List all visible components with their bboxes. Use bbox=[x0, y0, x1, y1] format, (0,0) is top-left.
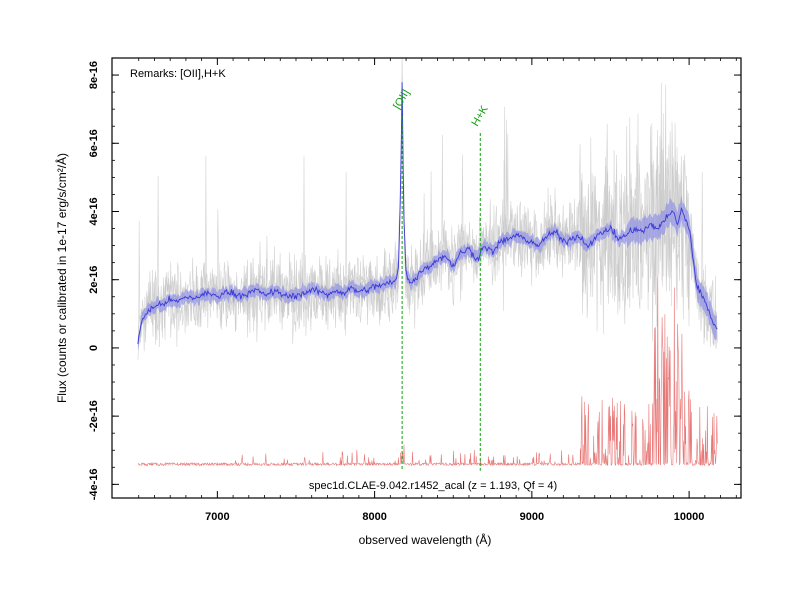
raw-spectrum-trace bbox=[137, 94, 718, 349]
y-tick-label: 0 bbox=[88, 345, 100, 351]
y-tick-label: -2e-16 bbox=[88, 400, 100, 432]
x-tick-label: 7000 bbox=[205, 511, 229, 523]
y-tick-label: -4e-16 bbox=[88, 468, 100, 500]
y-tick-label: 8e-16 bbox=[88, 61, 100, 89]
error-spectrum-trace bbox=[137, 277, 718, 467]
smoothed-spectrum-line bbox=[137, 82, 718, 345]
axis-tick-layer: 7000 8000 9000 10000 -4e-16 -2e-16 0 2e-16 4e-16… bbox=[88, 58, 741, 523]
y-tick-label: 2e-16 bbox=[88, 266, 100, 294]
x-axis-title: observed wavelength (Å) bbox=[359, 532, 492, 547]
remarks-label: Remarks: [OII],H+K bbox=[130, 68, 226, 80]
y-axis-title: Flux (counts or calibrated in 1e-17 erg/… bbox=[54, 153, 69, 403]
plot-frame bbox=[111, 57, 742, 499]
x-tick-label: 8000 bbox=[362, 511, 386, 523]
error-spectrum-layer bbox=[137, 277, 718, 467]
x-tick-label: 9000 bbox=[520, 511, 544, 523]
x-tick-label: 10000 bbox=[674, 511, 705, 523]
y-tick-label: 6e-16 bbox=[88, 129, 100, 157]
y-tick-label: 4e-16 bbox=[88, 197, 100, 225]
spectrum-id-label: spec1d.CLAE-9.042.r1452_acal (z = 1.193,… bbox=[309, 480, 557, 492]
smoothed-spectrum-layer bbox=[137, 82, 718, 345]
